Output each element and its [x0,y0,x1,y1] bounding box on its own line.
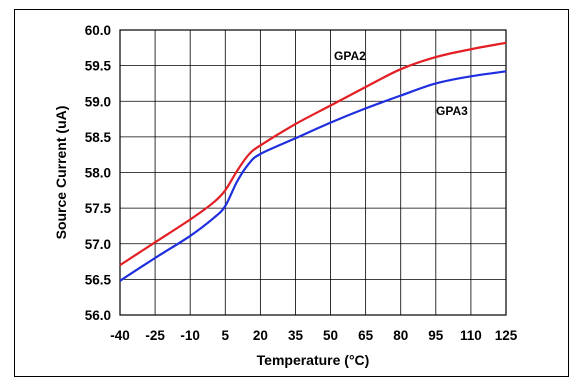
x-tick-label: 20 [253,328,268,343]
series-label-gpa3: GPA3 [436,104,468,118]
series-line-gpa2 [119,41,507,267]
series-line-gpa3 [119,70,507,282]
series-labels: GPA2 GPA3 [334,49,468,118]
grid-lines [120,30,506,315]
x-tick-label: 95 [428,328,444,343]
x-tick-label: 110 [460,328,482,343]
x-tick-label: 80 [393,328,408,343]
series-lines [119,41,507,282]
x-tick-label: 65 [358,328,374,343]
x-tick-label: -25 [145,328,165,343]
y-tick-label: 58.5 [85,130,112,145]
chart-frame [14,9,569,377]
series-label-gpa2: GPA2 [334,49,366,63]
x-axis-title: Temperature (°C) [257,352,370,368]
y-tick-label: 59.5 [85,59,112,74]
y-tick-label: 57.5 [85,201,112,216]
y-tick-label: 56.5 [85,272,112,287]
y-tick-label: 59.0 [85,94,111,109]
x-tick-label: -40 [110,328,130,343]
x-tick-label: 35 [288,328,304,343]
y-tick-label: 56.0 [85,308,111,323]
y-tick-labels: 60.0 59.5 59.0 58.5 58.0 57.5 57.0 56.5 56.0 [85,23,112,323]
y-tick-label: 57.0 [85,237,111,252]
x-tick-labels: -40 -25 -10 5 20 35 50 65 80 95 110 125 [110,328,518,343]
y-tick-label: 60.0 [85,23,111,38]
x-tick-label: -10 [180,328,200,343]
y-axis-title: Source Current (uA) [53,106,69,240]
x-tick-label: 50 [323,328,338,343]
x-tick-label: 5 [222,328,230,343]
x-tick-label: 125 [495,328,518,343]
y-tick-label: 58.0 [85,166,111,181]
plot-area-border [119,29,507,316]
